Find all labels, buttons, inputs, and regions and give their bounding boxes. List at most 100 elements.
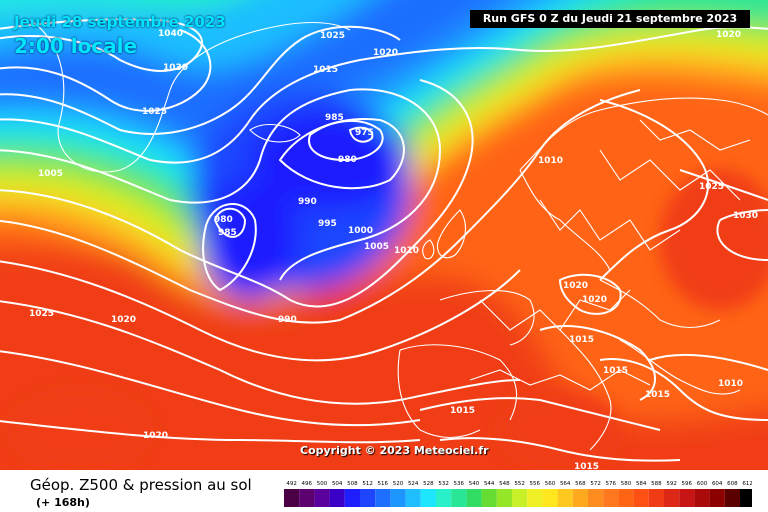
scale-color-swatch <box>512 489 528 507</box>
scale-tick-label: 552 <box>514 481 525 487</box>
scale-tick-label: 564 <box>560 481 571 487</box>
scale-color-swatch <box>679 489 695 507</box>
scale-tick-label: 608 <box>727 481 738 487</box>
isobar-label: 1030 <box>733 211 758 221</box>
scale-tick-label: 544 <box>484 481 495 487</box>
scale-color-swatch <box>405 489 421 507</box>
model-run-label: Run GFS 0 Z du Jeudi 21 septembre 2023 <box>470 10 750 28</box>
z500-map: 1040 1030 1025 1025 1020 1015 1020 985 9… <box>0 0 768 470</box>
isobar-label: 1005 <box>38 169 63 179</box>
scale-color-swatch <box>603 489 619 507</box>
isobar-label: 1025 <box>142 107 167 117</box>
isobar-label: 1015 <box>603 366 628 376</box>
scale-color-swatch <box>740 489 752 507</box>
scale-tick-label: 560 <box>545 481 556 487</box>
scale-tick-label: 508 <box>347 481 358 487</box>
isobar-label: 1010 <box>718 379 743 389</box>
scale-color-swatch <box>390 489 406 507</box>
scale-color-swatch <box>299 489 315 507</box>
scale-tick-label: 520 <box>393 481 404 487</box>
scale-color-swatch <box>481 489 497 507</box>
isobar-label: 1020 <box>716 30 741 40</box>
scale-tick-label: 504 <box>332 481 343 487</box>
scale-color-swatch <box>420 489 436 507</box>
isobar-label: 1000 <box>348 226 373 236</box>
scale-color-swatch <box>664 489 680 507</box>
scale-color-swatch <box>557 489 573 507</box>
scale-color-swatch <box>588 489 604 507</box>
isobar-label: 1015 <box>569 335 594 345</box>
scale-color-swatch <box>709 489 725 507</box>
warm-core <box>10 170 768 470</box>
map-footer: Géop. Z500 & pression au sol (+ 168h) 49… <box>0 470 768 512</box>
isobar-label: 990 <box>278 315 297 325</box>
isobar-label: 990 <box>298 197 317 207</box>
forecast-offset: (+ 168h) <box>36 496 90 509</box>
scale-tick-label: 524 <box>408 481 419 487</box>
isobar-label: 1025 <box>320 31 345 41</box>
scale-color-swatch <box>633 489 649 507</box>
scale-tick-label: 532 <box>438 481 449 487</box>
isobar-label: 1020 <box>143 431 168 441</box>
scale-color-swatch <box>329 489 345 507</box>
scale-color-swatch <box>375 489 391 507</box>
isobar-label: 980 <box>338 155 357 165</box>
scale-tick-label: 612 <box>742 481 752 487</box>
isobar-label: 1020 <box>373 48 398 58</box>
isobar-label: 995 <box>318 219 337 229</box>
isobar-label: 1020 <box>111 315 136 325</box>
scale-tick-label: 596 <box>682 481 693 487</box>
isobar-labels: 1040 1030 1025 1025 1020 1015 1020 985 9… <box>29 29 758 470</box>
scale-tick-label: 568 <box>575 481 586 487</box>
scale-color-swatch <box>542 489 558 507</box>
map-title: Géop. Z500 & pression au sol <box>30 476 252 494</box>
isobar-label: 1025 <box>29 309 54 319</box>
isobar-label: 1010 <box>394 246 419 256</box>
scale-tick-label: 604 <box>712 481 723 487</box>
scale-tick-label: 548 <box>499 481 510 487</box>
scale-tick-label: 584 <box>636 481 647 487</box>
isobar-label: 1030 <box>163 63 188 73</box>
isobar-label: 980 <box>214 215 233 225</box>
isobar-label: 1025 <box>699 182 724 192</box>
isobar-label: 1020 <box>582 295 607 305</box>
isobar-label: 1015 <box>574 462 599 470</box>
scale-color-swatch <box>694 489 710 507</box>
scale-color-swatch <box>284 489 300 507</box>
scale-tick-label: 592 <box>666 481 677 487</box>
scale-tick-label: 528 <box>423 481 434 487</box>
scale-color-swatch <box>451 489 467 507</box>
forecast-date: Jeudi 28 septembre 2023 <box>14 13 226 31</box>
isobar-label: 985 <box>218 228 237 238</box>
color-scale-legend: 492 496 500 504 508 512 516 520 524 528 532 536 540 5… <box>284 481 752 507</box>
scale-color-swatch <box>344 489 360 507</box>
scale-color-swatch <box>724 489 740 507</box>
isobar-label: 1010 <box>538 156 563 166</box>
isobar-label: 975 <box>355 128 374 138</box>
scale-tick-label: 512 <box>362 481 373 487</box>
scale-tick-label: 576 <box>606 481 617 487</box>
isobar-label: 1040 <box>158 29 183 39</box>
scale-color-swatch <box>360 489 376 507</box>
geopotential-field <box>0 0 768 470</box>
scale-color-swatch <box>496 489 512 507</box>
scale-tick-label: 540 <box>469 481 480 487</box>
scale-tick-label: 496 <box>302 481 313 487</box>
copyright-notice: Copyright © 2023 Meteociel.fr <box>300 444 489 457</box>
isobar-label: 985 <box>325 113 344 123</box>
scale-tick-label: 516 <box>378 481 389 487</box>
scale-color-swatch <box>572 489 588 507</box>
scale-tick-label: 572 <box>590 481 601 487</box>
scale-tick-label: 556 <box>530 481 541 487</box>
scale-color-swatch <box>527 489 543 507</box>
isobar-label: 1005 <box>364 242 389 252</box>
scale-tick-label: 580 <box>621 481 632 487</box>
forecast-time: 2:00 locale <box>14 34 138 58</box>
scale-color-swatch <box>314 489 330 507</box>
scale-color-swatch <box>618 489 634 507</box>
scale-tick-label: 500 <box>317 481 328 487</box>
isobar-label: 1015 <box>645 390 670 400</box>
scale-color-swatch <box>436 489 452 507</box>
scale-tick-label: 600 <box>697 481 708 487</box>
